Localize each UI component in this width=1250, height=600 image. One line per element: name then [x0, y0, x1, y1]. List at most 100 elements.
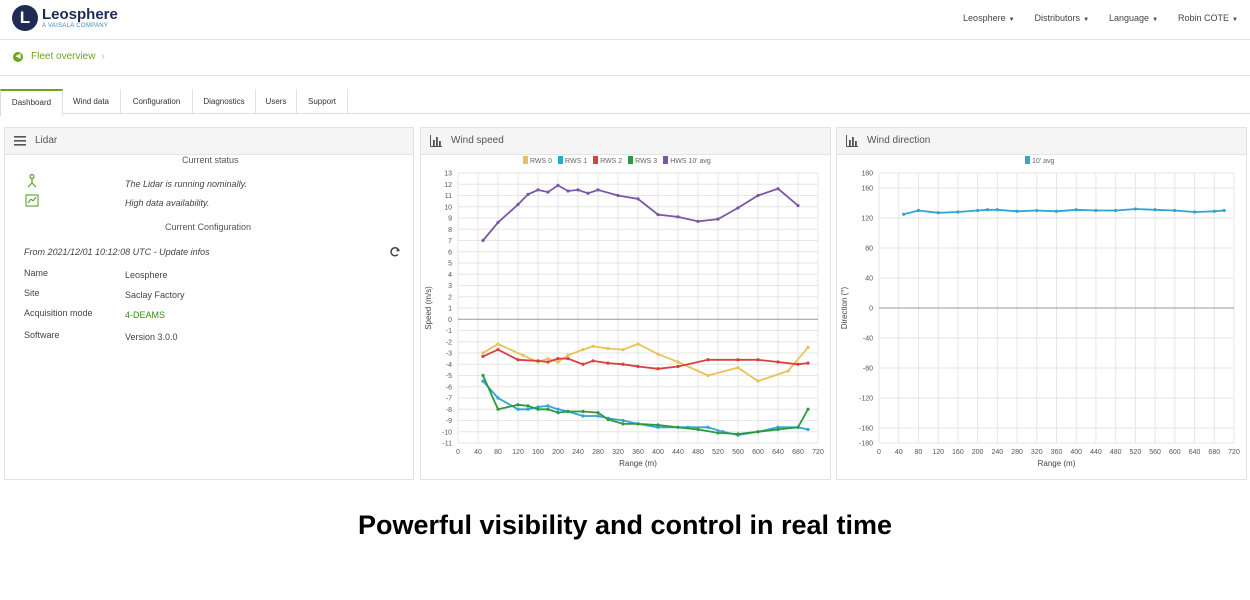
- y-tick-label: -5: [446, 373, 452, 380]
- data-point: [1153, 208, 1157, 212]
- config-updated-text: From 2021/12/01 10:12:08 UTC - Update in…: [24, 247, 210, 257]
- x-axis-label: Range (m): [619, 459, 657, 468]
- tab-users[interactable]: Users: [256, 89, 297, 113]
- config-name-value: Leosphere: [125, 270, 168, 280]
- data-point: [546, 407, 550, 411]
- data-point: [546, 404, 550, 408]
- x-tick-label: 80: [915, 449, 923, 456]
- x-tick-label: 640: [1189, 449, 1201, 456]
- data-point: [736, 358, 740, 362]
- brand-tagline: A VAISALA COMPANY: [42, 23, 109, 29]
- legend-swatch: [558, 156, 564, 164]
- data-point: [656, 352, 660, 356]
- x-tick-label: 560: [1149, 449, 1161, 456]
- x-tick-label: 360: [632, 449, 644, 456]
- data-point: [481, 379, 485, 383]
- legend-item-rws2[interactable]: RWS 2: [593, 156, 622, 165]
- y-tick-label: -1: [446, 328, 452, 335]
- brand-name: Leosphere: [42, 6, 118, 23]
- x-tick-label: 40: [474, 449, 482, 456]
- tab-support[interactable]: Support: [297, 89, 348, 113]
- x-tick-label: 120: [512, 449, 524, 456]
- legend-swatch: [1025, 156, 1030, 164]
- data-point: [481, 351, 485, 355]
- wind-speed-panel-header: Wind speed: [421, 128, 830, 155]
- data-point: [526, 407, 530, 411]
- legend-item-rws3[interactable]: RWS 3: [628, 156, 657, 165]
- data-point: [736, 432, 740, 436]
- data-point: [546, 190, 550, 194]
- x-tick-label: 280: [592, 449, 604, 456]
- tab-dashboard[interactable]: Dashboard: [0, 89, 63, 116]
- breadcrumb[interactable]: ◀ Fleet overview ›: [13, 51, 105, 62]
- data-point: [656, 213, 660, 217]
- data-point: [796, 362, 800, 366]
- refresh-icon[interactable]: [389, 246, 401, 258]
- wind-speed-legend: RWS 0 RWS 1 RWS 2 RWS 3 HWS 10' avg: [523, 156, 711, 165]
- lidar-running-icon: [27, 174, 37, 188]
- breadcrumb-fleet-overview[interactable]: Fleet overview: [31, 51, 96, 62]
- chevron-right-icon: ›: [101, 51, 105, 62]
- back-arrow-icon[interactable]: ◀: [13, 51, 23, 62]
- nav-user-menu[interactable]: Robin COTE ▼: [1178, 13, 1238, 23]
- config-acquisition-value[interactable]: 4-DEAMS: [125, 310, 166, 320]
- wind-speed-panel: Wind speed RWS 0 RWS 1 RWS 2 RWS 3 HWS 1…: [420, 127, 831, 480]
- legend-item-10min-avg[interactable]: 10' avg: [1025, 156, 1054, 165]
- brand-logo[interactable]: L Leosphere A VAISALA COMPANY: [12, 5, 118, 31]
- legend-item-hws[interactable]: HWS 10' avg: [663, 156, 711, 165]
- x-tick-label: 280: [1011, 449, 1023, 456]
- data-point: [806, 345, 810, 349]
- data-point: [536, 405, 540, 409]
- nav-language-menu[interactable]: Language ▼: [1109, 13, 1158, 23]
- marketing-caption: Powerful visibility and control in real …: [357, 510, 893, 540]
- tab-configuration[interactable]: Configuration: [121, 89, 193, 113]
- legend-item-rws1[interactable]: RWS 1: [558, 156, 587, 165]
- legend-item-rws0[interactable]: RWS 0: [523, 156, 552, 165]
- y-tick-label: 12: [444, 182, 452, 189]
- data-point: [706, 425, 710, 429]
- data-point: [586, 191, 590, 195]
- data-point: [566, 189, 570, 193]
- data-point: [606, 346, 610, 351]
- data-point: [581, 414, 585, 418]
- series-line-rws-3: [482, 375, 809, 435]
- lidar-panel: Lidar Current status The Lidar is runnin…: [4, 127, 414, 480]
- y-tick-label: -180: [859, 441, 873, 448]
- data-point: [716, 217, 720, 221]
- config-software-value: Version 3.0.0: [125, 332, 178, 342]
- y-tick-label: -9: [446, 418, 452, 425]
- nav-leosphere-menu[interactable]: Leosphere ▼: [963, 13, 1015, 23]
- data-point: [576, 188, 580, 192]
- data-point: [1173, 208, 1177, 213]
- nav-leosphere-label: Leosphere: [963, 13, 1006, 23]
- x-tick-label: 160: [952, 449, 964, 456]
- wind-direction-chart[interactable]: 0 40 80 120 160 200 240 280 320 360 400 440 480 520 56…: [837, 166, 1246, 478]
- y-tick-label: -6: [446, 384, 452, 391]
- series-line-rws-2: [482, 348, 809, 370]
- y-tick-label: -7: [446, 396, 452, 403]
- y-tick-label: -2: [446, 339, 452, 346]
- y-tick-label: 120: [861, 216, 873, 223]
- y-tick-label: 160: [861, 186, 873, 193]
- data-point: [676, 215, 680, 219]
- data-point: [936, 211, 940, 215]
- tab-wind-data[interactable]: Wind data: [62, 89, 121, 113]
- wind-speed-chart[interactable]: 0 40 80 120 160 200 240 280 320 360 400 440 480 520 56…: [421, 166, 830, 478]
- bar-chart-icon: [430, 135, 442, 147]
- data-point: [656, 367, 660, 371]
- hamburger-menu-icon[interactable]: [14, 135, 26, 147]
- y-tick-label: -40: [863, 336, 873, 343]
- tab-diagnostics[interactable]: Diagnostics: [193, 89, 256, 113]
- x-tick-label: 440: [672, 449, 684, 456]
- y-tick-label: 0: [448, 317, 452, 324]
- legend-label: RWS 3: [635, 158, 658, 165]
- x-tick-label: 600: [1169, 449, 1181, 456]
- data-point: [806, 407, 810, 411]
- data-point: [566, 353, 570, 357]
- nav-user-label: Robin COTE: [1178, 13, 1230, 23]
- data-point: [496, 348, 500, 352]
- x-tick-label: 400: [652, 449, 664, 456]
- data-point: [786, 369, 790, 373]
- legend-swatch: [523, 156, 528, 164]
- nav-distributors-menu[interactable]: Distributors ▼: [1035, 13, 1089, 23]
